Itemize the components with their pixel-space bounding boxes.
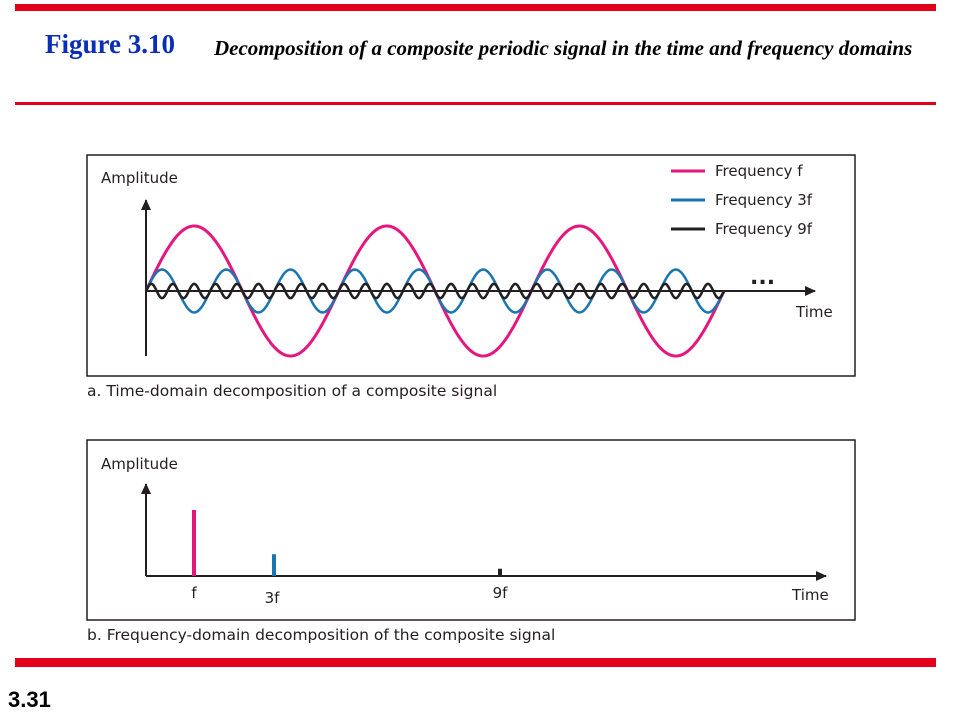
top-accent-bar: [15, 4, 936, 11]
spectral-line-9f: [498, 568, 502, 576]
figure-label: Figure 3.10: [45, 29, 175, 59]
frequency-domain-ylabel: Amplitude: [101, 455, 178, 473]
frequency-tick-label: 3f: [265, 589, 281, 607]
frequency-domain-panel: Amplitude Time f 3f 9f: [86, 439, 856, 621]
legend-label: Frequency 3f: [715, 191, 813, 209]
time-domain-panel: Amplitude Time ... Frequency fFrequency …: [86, 154, 856, 377]
wave-frequency-9f: [144, 282, 726, 300]
frequency-bars: f 3f 9f: [191, 510, 508, 607]
frequency-domain-caption: b. Frequency-domain decomposition of the…: [87, 626, 555, 644]
time-domain-caption: a. Time-domain decomposition of a compos…: [87, 382, 497, 400]
time-domain-ylabel: Amplitude: [101, 169, 178, 187]
frequency-domain-frame: [86, 439, 856, 621]
frequency-tick-label: 9f: [493, 584, 509, 602]
frequency-tick-label: f: [191, 584, 197, 602]
continuation-dots: ...: [750, 265, 775, 290]
slide-number: 3.31: [8, 687, 51, 712]
spectral-line-3f: [272, 554, 276, 576]
time-domain-waves: [144, 224, 726, 358]
title-divider-bar: [15, 102, 936, 105]
legend-label: Frequency f: [715, 162, 803, 180]
spectral-line-f: [192, 510, 196, 576]
bottom-accent-bar: [15, 658, 936, 667]
time-domain-xlabel: Time: [795, 303, 833, 321]
legend-label: Frequency 9f: [715, 220, 813, 238]
time-domain-legend: Frequency f Frequency 3f Frequency 9f: [671, 162, 813, 238]
frequency-domain-xlabel: Time: [791, 586, 829, 604]
figure-title: Decomposition of a composite periodic si…: [214, 36, 913, 60]
time-domain-frame: [86, 154, 856, 377]
